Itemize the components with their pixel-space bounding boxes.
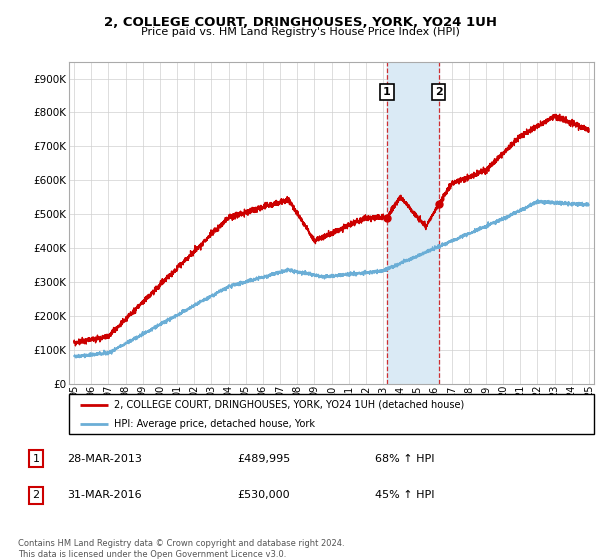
FancyBboxPatch shape [69, 394, 594, 434]
Text: 2, COLLEGE COURT, DRINGHOUSES, YORK, YO24 1UH: 2, COLLEGE COURT, DRINGHOUSES, YORK, YO2… [104, 16, 497, 29]
Text: £530,000: £530,000 [237, 490, 290, 500]
Text: 45% ↑ HPI: 45% ↑ HPI [375, 490, 434, 500]
Text: Price paid vs. HM Land Registry's House Price Index (HPI): Price paid vs. HM Land Registry's House … [140, 27, 460, 37]
Text: 31-MAR-2016: 31-MAR-2016 [67, 490, 142, 500]
Text: 2: 2 [32, 490, 40, 500]
Text: 2, COLLEGE COURT, DRINGHOUSES, YORK, YO24 1UH (detached house): 2, COLLEGE COURT, DRINGHOUSES, YORK, YO2… [113, 400, 464, 410]
Text: 68% ↑ HPI: 68% ↑ HPI [375, 454, 434, 464]
Text: 2: 2 [435, 87, 443, 97]
Text: 1: 1 [383, 87, 391, 97]
Text: 28-MAR-2013: 28-MAR-2013 [67, 454, 142, 464]
Bar [387, 62, 439, 384]
Text: £489,995: £489,995 [237, 454, 290, 464]
Text: Contains HM Land Registry data © Crown copyright and database right 2024.
This d: Contains HM Land Registry data © Crown c… [18, 539, 344, 559]
Text: 1: 1 [32, 454, 40, 464]
Text: HPI: Average price, detached house, York: HPI: Average price, detached house, York [113, 419, 314, 429]
